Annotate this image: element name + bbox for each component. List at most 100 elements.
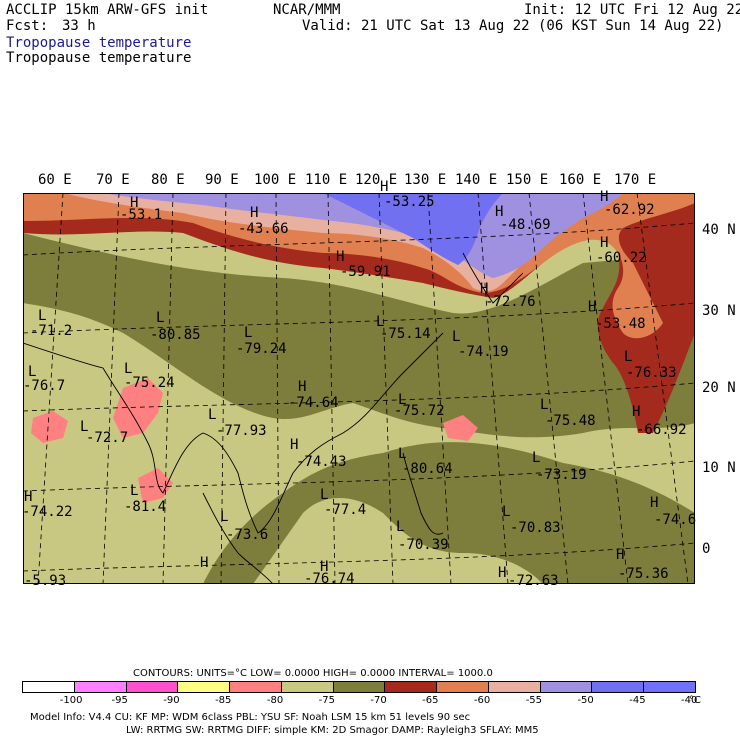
map-plot [23,193,695,584]
extremum-value: -70.39 [398,537,449,553]
valid-time: Valid: 21 UTC Sat 13 Aug 22 (06 KST Sun … [302,18,724,34]
colorbar-label: -65 [422,695,439,706]
extremum-type: H [298,379,307,395]
colorbar-swatch [643,681,696,693]
field-patch-salmon [443,415,478,441]
extremum-type: H [600,189,609,205]
colorbar-label: -55 [525,695,543,706]
lon-label: 90 E [205,172,239,188]
colorbar-label: -80 [266,695,284,706]
extremum-value: -74.22 [22,504,73,520]
extremum-type: H [250,205,259,221]
extremum-type: H [320,559,329,575]
extremum-value: -75.14 [380,326,431,342]
lon-label: 110 E [305,172,348,188]
extremum-value: -75.72 [394,403,445,419]
extremum-value: -53.25 [384,194,435,210]
extremum-value: -71.2 [30,323,73,339]
colorbar-swatch [280,681,334,693]
extremum-type: L [130,483,139,499]
lon-label: 100 E [254,172,297,188]
extremum-type: H [336,249,345,265]
extremum-value: -76.33 [626,365,677,381]
init-time: Init: 12 UTC Fri 12 Aug 22 [524,2,740,18]
extremum-type: H [632,404,641,420]
extremum-type: H [130,195,139,211]
colorbar-swatch [332,681,386,693]
field-patch-salmon [31,411,68,443]
extremum-type: L [532,450,541,466]
extremum-type: H [24,489,33,505]
extremum-value: -75.24 [124,375,175,391]
lon-label: 70 E [96,172,130,188]
extremum-value: -74.6 [654,512,697,528]
colorbar-label: -90 [163,695,180,706]
lon-label: 60 E [38,172,72,188]
fcst-label: Fcst: [6,18,49,34]
extremum-type: L [502,504,511,520]
extremum-type: H [616,547,625,563]
center-name: NCAR/MMM [273,2,341,18]
lon-label: 170 E [614,172,657,188]
extremum-type: H [290,437,299,453]
extremum-type: L [396,519,405,535]
lat-label: 30 N [702,303,736,319]
extremum-value: -53.48 [595,316,646,332]
extremum-value: -72.63 [508,573,559,589]
extremum-value: -73.6 [226,527,269,543]
extremum-type: L [540,397,549,413]
lat-label: 40 N [702,222,736,238]
colorbar-label: -70 [370,695,387,706]
coastlines [23,252,524,584]
lon-label: 130 E [404,172,447,188]
field-band-olive [23,233,695,438]
field-patch-salmon [138,468,173,503]
extremum-type: H [600,235,609,251]
colorbar-swatch [436,681,489,693]
field-patch-salmon [113,378,163,438]
extremum-value: -77.4 [324,502,367,518]
extremum-value: -43.66 [238,221,289,237]
extremum-value: -81.4 [124,499,167,515]
extremum-type: H [480,281,489,297]
extremum-value: -75.48 [545,413,596,429]
extremum-type: H [495,204,504,220]
extremum-type: L [398,392,407,408]
field-band-blue [323,193,503,265]
extremum-type: L [124,361,133,377]
lat-label: 0 [702,541,711,557]
colorbar-label: -85 [215,695,232,706]
field-band-lavender [103,193,623,278]
colorbar-label: -45 [629,695,646,706]
extremum-type: L [624,349,633,365]
extremum-value: -77.93 [216,423,267,439]
extremum-value: -74.43 [296,454,347,470]
extremum-type: L [376,314,385,330]
field-title-2: Tropopause temperature [6,50,192,66]
colorbar-swatch [177,681,231,693]
colorbar-swatch [384,681,438,693]
colorbar-swatch [22,681,75,693]
colorbar-swatch [73,681,127,693]
extremum-type: H [200,555,209,571]
extremum-type: L [208,407,217,423]
extremum-value: -80.85 [150,327,201,343]
extremum-value: -59.91 [340,264,391,280]
extremum-value: -72.76 [485,294,536,310]
field-band-olive-south [203,442,695,584]
map-frame [23,193,695,584]
extremum-type: L [398,446,407,462]
colorbar-label: -50 [577,695,594,706]
extremum-type: L [452,329,461,345]
extremum-value: -80.64 [402,461,453,477]
extremum-value: -74.64 [288,395,339,411]
colorbar-swatch [229,681,282,693]
extremum-type: H [380,179,389,195]
colorbar-label: -95 [111,695,128,706]
model-info-line1: Model Info: V4.4 CU: KF MP: WDM 6class P… [30,712,471,723]
extremum-value: -5.93 [24,573,67,589]
extremum-value: -66.92 [636,422,687,438]
extremum-type: L [38,308,47,324]
colorbar-label: -75 [318,695,335,706]
extremum-value: -76.7 [23,378,66,394]
